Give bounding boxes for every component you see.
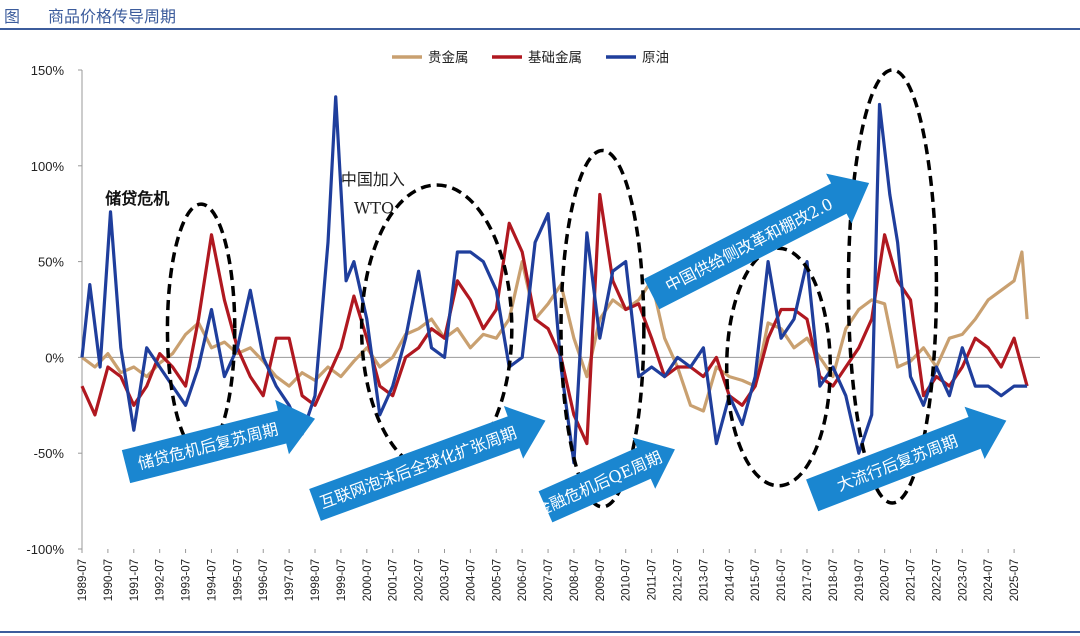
x-tick-label: 2025-07 xyxy=(1009,559,1021,601)
x-tick-label: 2022-07 xyxy=(931,559,943,601)
x-tick-label: 1998-07 xyxy=(310,559,322,601)
x-tick-label: 2023-07 xyxy=(957,559,969,601)
x-tick-label: 2011-07 xyxy=(647,559,659,600)
x-tick-label: 1989-07 xyxy=(77,559,89,601)
x-tick-label: 2019-07 xyxy=(854,559,866,601)
legend-label: 原油 xyxy=(642,50,669,66)
legend-label: 贵金属 xyxy=(428,50,469,66)
footer-rule xyxy=(0,631,1080,633)
legend: 贵金属 基础金属 原油 xyxy=(392,49,669,66)
axes: 150% 100% 50% 0% -50% -100% 1989-07 1990-07 1991… xyxy=(26,63,1040,601)
x-tick-label: 1994-07 xyxy=(206,559,218,601)
arrow-shape xyxy=(538,437,675,523)
cycle-ellipse xyxy=(559,148,646,509)
x-tick-label: 2006-07 xyxy=(517,559,529,601)
legend-label: 基础金属 xyxy=(528,49,582,66)
arrow-shape xyxy=(643,173,870,310)
x-tick-label: 2002-07 xyxy=(414,559,426,601)
annotation-text: WTO xyxy=(354,199,394,218)
figure-title: 商品价格传导周期 xyxy=(48,7,177,26)
x-tick-label: 2012-07 xyxy=(673,559,685,601)
x-tick-label: 2001-07 xyxy=(388,559,400,601)
cycle-ellipse xyxy=(846,68,939,505)
x-tick-label: 1991-07 xyxy=(129,559,141,601)
series-line xyxy=(80,95,1028,465)
cycle-arrow: 互联网泡沫后全球化扩张周期 xyxy=(309,406,546,521)
annotation-text: 中国加入 xyxy=(341,170,405,189)
x-tick-label: 2009-07 xyxy=(595,559,607,601)
arrow-label: 互联网泡沫后全球化扩张周期 xyxy=(317,423,519,512)
series-line xyxy=(80,192,1029,446)
arrow-shape xyxy=(309,406,546,521)
x-tick-label: 2018-07 xyxy=(828,559,840,601)
header-rule xyxy=(0,28,1080,30)
y-tick-label: -50% xyxy=(34,446,65,461)
x-tick-label: 1996-07 xyxy=(258,559,270,601)
x-tick-label: 2010-07 xyxy=(621,559,633,601)
cycle-arrow: 大流行后复苏周期 xyxy=(806,406,1007,512)
y-tick-label: -100% xyxy=(26,542,64,557)
x-tick-label: 2014-07 xyxy=(724,559,736,601)
x-tick-label: 2013-07 xyxy=(698,559,710,601)
figure-label: 图 xyxy=(4,7,21,26)
x-tick-label: 1992-07 xyxy=(155,559,167,601)
cycle-ellipse xyxy=(359,183,514,475)
x-tick-label: 2021-07 xyxy=(906,559,918,601)
x-tick-label: 2017-07 xyxy=(802,559,814,601)
x-tick-label: 1993-07 xyxy=(181,559,193,601)
x-tick-label: 1995-07 xyxy=(232,559,244,601)
x-tick-label: 1990-07 xyxy=(103,559,115,601)
x-tick-label: 2005-07 xyxy=(491,559,503,601)
x-tick-label: 2008-07 xyxy=(569,559,581,601)
x-tick-label: 2015-07 xyxy=(750,559,762,601)
annotation-text: 储贷危机 xyxy=(104,189,169,208)
cycle-arrows: 储贷危机后复苏周期 互联网泡沫后全球化扩张周期 金融危机后QE周期中国供给侧改革和棚… xyxy=(121,173,1007,523)
x-tick-label: 2016-07 xyxy=(776,559,788,601)
x-tick-label: 2007-07 xyxy=(543,559,555,601)
x-tick-label: 2000-07 xyxy=(362,559,374,601)
arrow-shape xyxy=(806,406,1007,512)
series-lines xyxy=(80,95,1029,465)
x-tick-label: 1999-07 xyxy=(336,559,348,601)
x-tick-label: 2003-07 xyxy=(439,559,451,601)
y-tick-label: 150% xyxy=(31,63,65,78)
cycle-arrow: 金融危机后QE周期 xyxy=(532,437,675,523)
x-tick-label: 2020-07 xyxy=(880,559,892,601)
y-tick-label: 0% xyxy=(45,350,64,365)
figure-header: 图 商品价格传导周期 xyxy=(0,0,1080,30)
annotations: 储贷危机 中国加入 WTO xyxy=(104,170,405,218)
x-tick-label: 2004-07 xyxy=(465,559,477,601)
arrow-label: 金融危机后QE周期 xyxy=(532,447,665,520)
arrow-shape xyxy=(121,399,316,484)
x-tick-label: 2024-07 xyxy=(983,559,995,601)
cycle-ellipse xyxy=(724,246,833,488)
x-tick-label: 1997-07 xyxy=(284,559,296,601)
cycle-arrow: 中国供给侧改革和棚改2.0 xyxy=(643,173,870,310)
y-tick-label: 100% xyxy=(31,159,65,174)
y-tick-label: 50% xyxy=(38,255,64,270)
